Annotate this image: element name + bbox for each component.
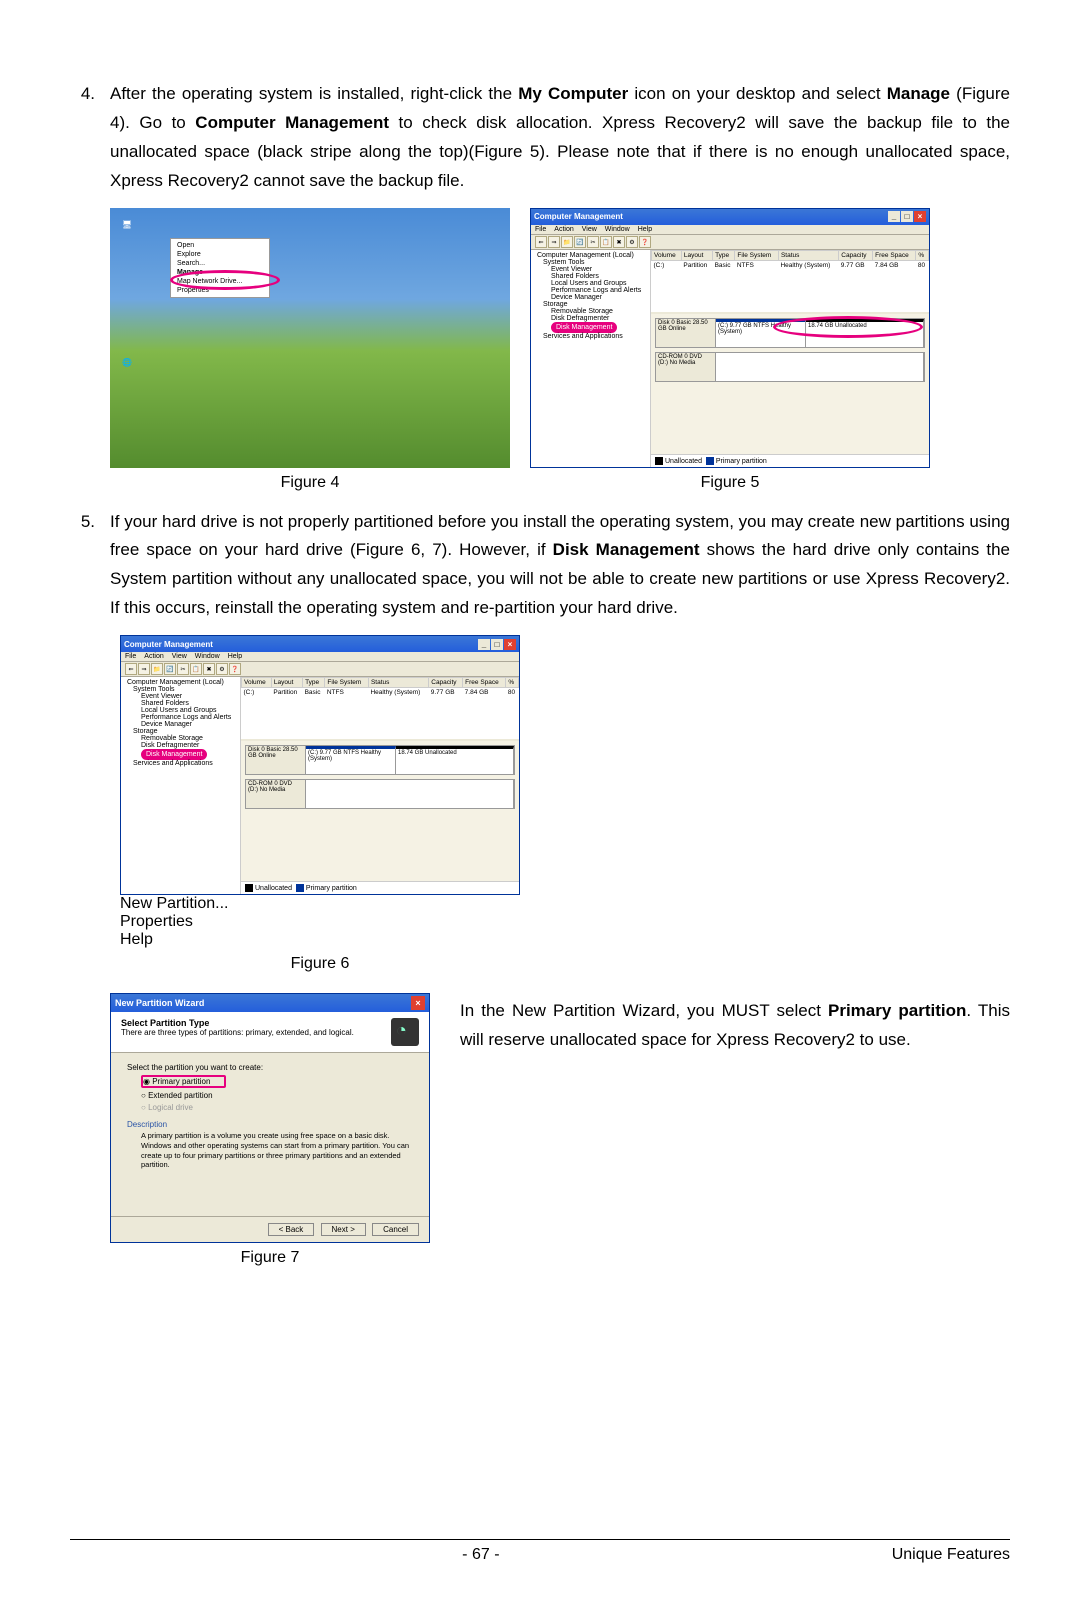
highlight-ring <box>773 316 923 338</box>
figure-caption: Figure 5 <box>701 474 760 492</box>
menubar: FileActionViewWindowHelp <box>121 652 519 662</box>
figure-5-window: Computer Management _□× FileActionViewWi… <box>530 208 930 468</box>
step-5-text: If your hard drive is not properly parti… <box>110 508 1010 624</box>
window-buttons: _□× <box>887 211 926 222</box>
volume-grid: VolumeLayoutTypeFile SystemStatusCapacit… <box>241 677 519 741</box>
page-number: - 67 - <box>462 1546 499 1564</box>
highlight-box: ◉ Primary partition <box>141 1075 226 1088</box>
page-footer: - 67 - Unique Features <box>70 1539 1010 1564</box>
legend: Unallocated Primary partition <box>241 881 519 894</box>
wizard-prompt: Select the partition you want to create: <box>127 1063 413 1072</box>
button-row: < Back Next > Cancel <box>111 1216 429 1242</box>
menubar: FileActionViewWindowHelp <box>531 225 929 235</box>
step-number: 4. <box>70 80 110 196</box>
figure-7-note: In the New Partition Wizard, you MUST se… <box>460 993 1010 1055</box>
figure-caption: Figure 4 <box>281 474 340 492</box>
disk-area: Disk 0 Basic 28.50 GB Online (C:) 9.77 G… <box>651 314 929 454</box>
desktop-icon: 🖥 <box>122 220 132 229</box>
legend: Unallocated Primary partition <box>651 454 929 467</box>
tree-panel: Computer Management (Local)System ToolsE… <box>121 677 241 894</box>
close-icon: × <box>411 996 425 1010</box>
tree-panel: Computer Management (Local)System ToolsE… <box>531 250 651 467</box>
wizard-heading: Select Partition Type <box>121 1018 209 1028</box>
titlebar: Computer Management _□× <box>531 209 929 225</box>
back-button[interactable]: < Back <box>268 1223 315 1236</box>
figure-caption: Figure 6 <box>291 955 350 973</box>
context-menu: New Partition... Properties Help <box>120 895 520 949</box>
section-name: Unique Features <box>892 1546 1010 1564</box>
figure-6-window: Computer Management _□× FileActionViewWi… <box>120 635 520 895</box>
description-text: A primary partition is a volume you crea… <box>141 1131 413 1170</box>
window-buttons: _□× <box>477 639 516 650</box>
next-button[interactable]: Next > <box>321 1223 366 1236</box>
figure-7-wizard: New Partition Wizard × Select Partition … <box>110 993 430 1243</box>
disk-area: Disk 0 Basic 28.50 GB Online (C:) 9.77 G… <box>241 741 519 881</box>
figure-4-desktop: 🖥 🌐 Open Explore Search... Manage Map Ne… <box>110 208 510 468</box>
disk-icon <box>391 1018 419 1046</box>
titlebar: New Partition Wizard × <box>111 994 429 1012</box>
description-heading: Description <box>127 1120 413 1129</box>
figure-caption: Figure 7 <box>241 1249 300 1267</box>
desktop-icon: 🌐 <box>122 358 132 367</box>
toolbar: ⇐⇒📁🔄✂📋✖⚙❓ <box>121 662 519 677</box>
cancel-button[interactable]: Cancel <box>372 1223 419 1236</box>
toolbar: ⇐⇒📁🔄✂📋✖⚙❓ <box>531 235 929 250</box>
step-4-text: After the operating system is installed,… <box>110 80 1010 196</box>
highlight-ring <box>170 270 280 290</box>
volume-grid: VolumeLayoutTypeFile SystemStatusCapacit… <box>651 250 929 314</box>
titlebar: Computer Management _□× <box>121 636 519 652</box>
step-number: 5. <box>70 508 110 624</box>
